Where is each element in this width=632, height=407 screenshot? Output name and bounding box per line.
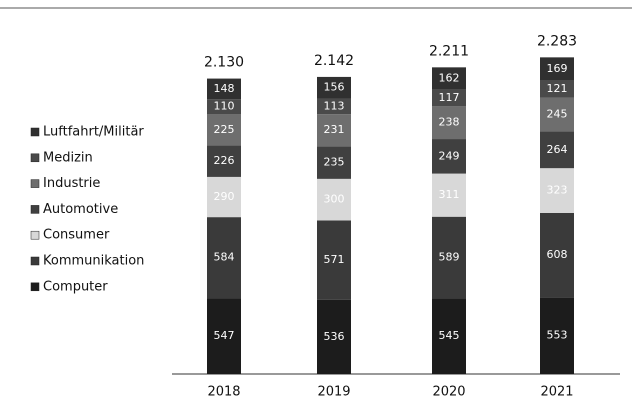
- legend-label: Consumer: [43, 228, 110, 243]
- bar-segment: [432, 173, 466, 217]
- total-label: 2.211: [429, 43, 469, 59]
- legend-swatch: [30, 205, 40, 214]
- bar-segment: [207, 217, 241, 299]
- segment-label: 226: [214, 154, 235, 167]
- segment-label: 231: [324, 123, 345, 136]
- bar-segment: [540, 297, 574, 374]
- bar-segment: [540, 131, 574, 169]
- x-tick-label: 2021: [540, 385, 573, 400]
- x-tick-label: 2018: [207, 385, 240, 400]
- bar-segment: [207, 176, 241, 218]
- legend-swatch: [30, 256, 40, 266]
- segment-label: 311: [439, 188, 460, 201]
- segment-label: 553: [547, 329, 568, 342]
- segment-label: 264: [547, 143, 568, 156]
- total-label: 2.283: [537, 33, 577, 49]
- segment-label: 121: [547, 82, 568, 95]
- segment-label: 225: [214, 123, 235, 136]
- segment-label: 323: [547, 184, 568, 197]
- bar-segment: [432, 89, 466, 107]
- legend-label: Automotive: [43, 202, 118, 217]
- bar-segment: [317, 146, 351, 179]
- segment-label: 117: [439, 91, 460, 104]
- legend-swatch: [30, 230, 40, 240]
- bar-segment: [317, 98, 351, 115]
- bar-segment: [207, 145, 241, 177]
- bar-segment: [207, 99, 241, 115]
- bar-segment: [540, 168, 574, 213]
- bar-segment: [207, 114, 241, 146]
- segment-label: 245: [547, 108, 568, 121]
- bar-segment: [432, 298, 466, 374]
- bar-segment: [432, 216, 466, 299]
- segment-label: 113: [324, 99, 345, 112]
- legend-swatch: [30, 153, 40, 163]
- segment-label: 110: [214, 100, 235, 113]
- segment-label: 608: [547, 248, 568, 261]
- segment-label: 162: [439, 72, 460, 85]
- segment-label: 536: [324, 330, 345, 343]
- bar-segment: [317, 220, 351, 300]
- legend-label: Kommunikation: [43, 254, 144, 269]
- legend-label: Medizin: [43, 150, 93, 165]
- segment-label: 148: [214, 82, 235, 95]
- segment-label: 547: [214, 329, 235, 342]
- bar-segment: [207, 298, 241, 374]
- bar-segment: [317, 76, 351, 99]
- bar-segment: [540, 57, 574, 81]
- bar-segment: [207, 78, 241, 100]
- legend-label: Computer: [43, 279, 108, 294]
- x-tick-label: 2020: [432, 385, 465, 400]
- legend-label: Luftfahrt/Militär: [43, 125, 144, 140]
- segment-label: 169: [547, 62, 568, 75]
- x-tick-label: 2019: [317, 385, 350, 400]
- bar-segment: [317, 299, 351, 374]
- bar-segment: [432, 67, 466, 90]
- segment-label: 235: [324, 156, 345, 169]
- legend-swatch: [30, 179, 40, 188]
- segment-label: 238: [439, 116, 460, 129]
- segment-label: 545: [439, 329, 460, 342]
- legend-swatch: [30, 127, 40, 137]
- segment-label: 290: [214, 190, 235, 203]
- bar-segment: [317, 114, 351, 147]
- segment-label: 249: [439, 149, 460, 162]
- bar-segment: [432, 139, 466, 174]
- bar-segment: [540, 97, 574, 132]
- segment-label: 584: [214, 251, 235, 264]
- segment-label: 571: [324, 253, 345, 266]
- bar-segment: [432, 106, 466, 140]
- segment-label: 300: [324, 193, 345, 206]
- legend-swatch: [30, 282, 40, 292]
- bar-segment: [317, 178, 351, 221]
- total-label: 2.142: [314, 53, 354, 69]
- segment-label: 589: [439, 251, 460, 264]
- bar-segment: [540, 80, 574, 98]
- segment-label: 156: [324, 81, 345, 94]
- total-label: 2.130: [204, 55, 244, 71]
- bar-segment: [540, 212, 574, 298]
- legend-label: Industrie: [43, 176, 100, 191]
